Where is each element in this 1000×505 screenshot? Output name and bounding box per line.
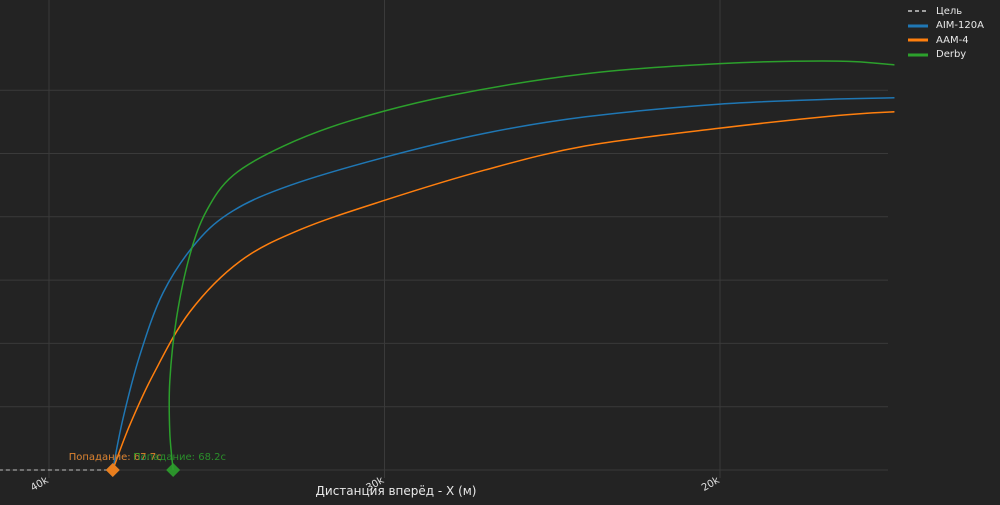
hit-label-1: Попадание: 67.7с	[69, 452, 162, 463]
legend-item-aim-120a[interactable]: AIM-120A	[908, 19, 1000, 34]
grid	[0, 0, 888, 478]
series-line-aam-4	[112, 110, 895, 471]
hit-label-2: Попадание: 68.2с	[133, 452, 226, 463]
legend-swatch-aam-4	[908, 35, 928, 45]
legend-swatch-target	[908, 6, 928, 16]
legend-label-target: Цель	[936, 5, 963, 17]
legend-label-aim-120a: AIM-120A	[936, 20, 984, 32]
legend-item-target[interactable]: Цель	[908, 4, 1000, 19]
legend-item-aam-4[interactable]: AAM-4	[908, 33, 1000, 48]
legend-item-derby[interactable]: Derby	[908, 48, 1000, 63]
hit-marker-1	[105, 463, 120, 477]
x-tick-label-2: 20k	[700, 475, 722, 494]
hit-label-0: Попадание: 62.7с	[69, 452, 162, 463]
legend-label-aam-4: AAM-4	[936, 34, 969, 46]
series-line-aim-120a	[112, 97, 895, 471]
legend: Цель AIM-120A AAM-4 Derby	[908, 4, 1000, 62]
series-layer	[0, 60, 895, 471]
legend-swatch-derby	[908, 50, 928, 60]
legend-label-derby: Derby	[936, 49, 967, 61]
legend-swatch-aim-120a	[908, 21, 928, 31]
hit-marker-2	[166, 463, 181, 477]
x-axis-label: Дистанция вперёд - X (м)	[316, 484, 477, 498]
x-tick-label-0: 40k	[29, 475, 51, 494]
series-line-derby	[168, 60, 895, 471]
